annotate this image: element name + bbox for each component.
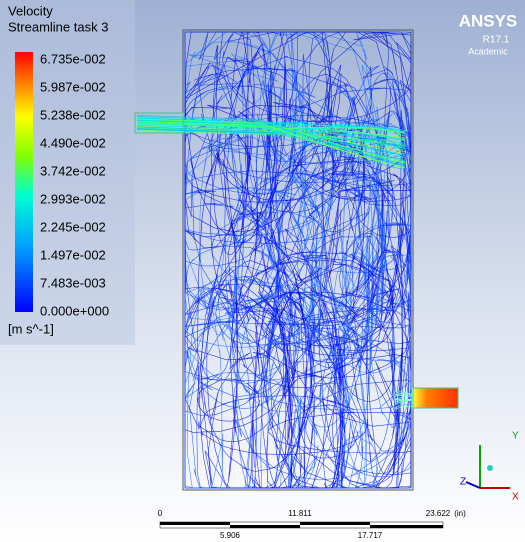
legend-label: 2.993e-002 [40, 191, 106, 206]
scale-segment [300, 522, 370, 525]
scale-label: 11.811 [288, 509, 312, 518]
scale-label: 0 [158, 509, 163, 518]
legend-label: 7.483e-003 [40, 275, 106, 290]
legend-label: 3.742e-002 [40, 163, 106, 178]
outlet-pipe [413, 388, 458, 408]
logo-version: R17.1 [483, 35, 510, 46]
logo-edition: Academic [468, 46, 508, 56]
scale-segment [230, 525, 300, 528]
scale-unit: (in) [454, 509, 466, 518]
legend-unit: [m s^-1] [8, 321, 54, 336]
triad-label-x: X [512, 492, 519, 503]
scale-label: 23.622 [426, 509, 451, 518]
scale-label: 5.906 [220, 531, 241, 540]
triad-label-z: Z [460, 477, 466, 488]
legend-label: 2.245e-002 [40, 219, 106, 234]
legend-subtitle: Streamline task 3 [8, 19, 108, 34]
scale-segment [370, 525, 443, 528]
legend-label: 1.497e-002 [40, 247, 106, 262]
legend-label: 0.000e+000 [40, 303, 109, 318]
color-bar [15, 52, 33, 312]
triad-label-y: Y [512, 431, 519, 442]
legend-label: 4.490e-002 [40, 135, 106, 150]
triad-sphere [487, 465, 493, 471]
legend-label: 6.735e-002 [40, 51, 106, 66]
legend-label: 5.987e-002 [40, 79, 106, 94]
legend-label: 5.238e-002 [40, 107, 106, 122]
legend-title: Velocity [8, 3, 53, 18]
viewport: Velocity Streamline task 3 6.735e-002 5.9… [0, 0, 525, 542]
scale-label: 17.717 [358, 531, 383, 540]
scale-segment [160, 522, 230, 525]
logo-name: ANSYS [459, 11, 518, 30]
